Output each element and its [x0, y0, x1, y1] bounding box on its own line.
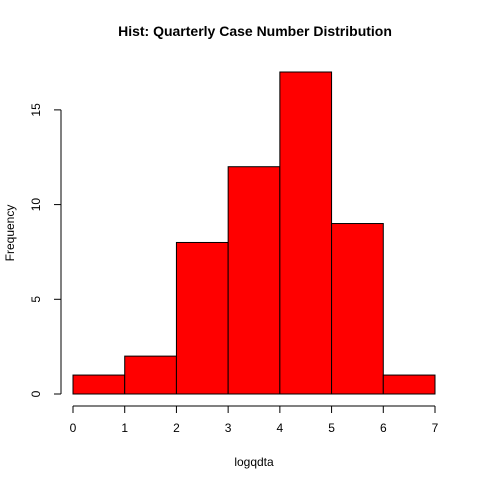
x-axis: 0 1 2 3 4 5 6 7: [70, 405, 439, 435]
x-tick-label-0: 0: [70, 421, 77, 435]
histogram-bar-0: [72, 374, 126, 395]
y-tick-label-3: 15: [29, 103, 43, 117]
x-tick-label-2: 2: [173, 421, 180, 435]
x-tick-label-1: 1: [121, 421, 128, 435]
x-tick-label-3: 3: [225, 421, 232, 435]
y-axis: 0 5 10 15: [29, 103, 62, 397]
x-tick-label-5: 5: [328, 421, 335, 435]
x-axis-label: logqdta: [234, 455, 274, 469]
histogram-bar-3: [227, 166, 281, 395]
y-tick-label-1: 5: [29, 296, 43, 303]
histogram-bar-6: [382, 374, 436, 395]
y-tick-label-0: 0: [29, 390, 43, 397]
histogram-bar-4: [279, 71, 333, 395]
histogram-bar-5: [331, 223, 384, 395]
histogram-bar-1: [124, 355, 177, 395]
x-tick-label-4: 4: [277, 421, 284, 435]
x-tick-label-6: 6: [380, 421, 387, 435]
x-tick-label-7: 7: [432, 421, 439, 435]
y-axis-label: Frequency: [3, 205, 17, 262]
histogram-bar-2: [175, 241, 229, 395]
y-tick-label-2: 10: [29, 198, 43, 212]
chart-title: Hist: Quarterly Case Number Distribution: [118, 23, 392, 39]
bars-group: [72, 71, 436, 395]
